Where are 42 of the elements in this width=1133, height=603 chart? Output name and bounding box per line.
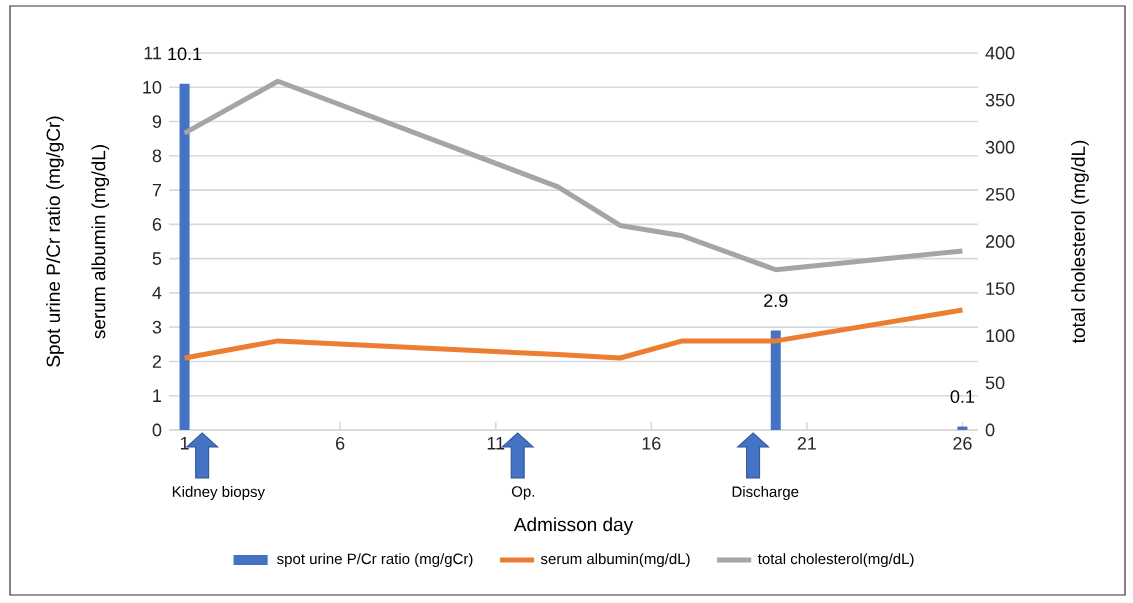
- y2-tick-label: 200: [985, 235, 1015, 248]
- y-tick-label: 1: [153, 389, 162, 402]
- legend-label: spot urine P/Cr ratio (mg/gCr): [277, 553, 473, 568]
- y-tick-label: 4: [152, 286, 162, 300]
- data-label: 0.1: [950, 390, 975, 403]
- legend-label: serum albumin(mg/dL): [540, 553, 690, 568]
- text: Kidney biopsy: [172, 486, 265, 500]
- bar: [770, 330, 781, 430]
- y-tick-label: 6: [152, 217, 162, 231]
- y2-axis-title: total cholesterol (mg/dL): [1071, 140, 1089, 344]
- x-axis-title: Admisson day: [513, 517, 634, 535]
- x-tick-label: 11: [487, 437, 505, 450]
- text: Discharge: [732, 486, 799, 500]
- y-tick-label: 0: [152, 423, 162, 437]
- y2-tick-label: 350: [985, 93, 1015, 107]
- y2-tick-label: 300: [985, 140, 1015, 154]
- y-tick-label: 5: [152, 252, 162, 265]
- data-label: 2.9: [764, 294, 788, 307]
- y-tick-label: 11: [144, 46, 162, 60]
- y-axis-title: Spot urine P/Cr ratio (mg/gCr): [46, 116, 64, 367]
- y-tick-label: 2: [152, 355, 162, 368]
- y2-tick-label: 250: [985, 187, 1015, 201]
- x-tick-label: 26: [953, 437, 972, 450]
- y-tick-label: 7: [152, 183, 162, 197]
- y2-tick-label: 100: [986, 329, 1015, 343]
- y-tick-label: 8: [152, 149, 162, 163]
- y2-tick-label: 50: [985, 376, 1005, 390]
- data-label: 10.1: [168, 47, 202, 61]
- legend-label: total cholesterol(mg/dL): [757, 553, 914, 568]
- y-tick-label: 10: [143, 80, 162, 94]
- x-tick-label: 1: [180, 437, 189, 450]
- y-tick-label: 9: [152, 115, 162, 128]
- text: Op.: [511, 486, 535, 500]
- x-tick-label: 21: [797, 437, 816, 450]
- y-tick-label: 3: [152, 320, 162, 334]
- text: serum albumin (mg/dL): [91, 145, 110, 339]
- x-tick-label: 16: [642, 437, 661, 450]
- y2-tick-label: 0: [985, 423, 995, 437]
- y2-tick-label: 150: [986, 282, 1015, 295]
- bar: [179, 83, 190, 430]
- x-tick-label: 6: [336, 437, 345, 450]
- y2-tick-label: 400: [985, 46, 1015, 60]
